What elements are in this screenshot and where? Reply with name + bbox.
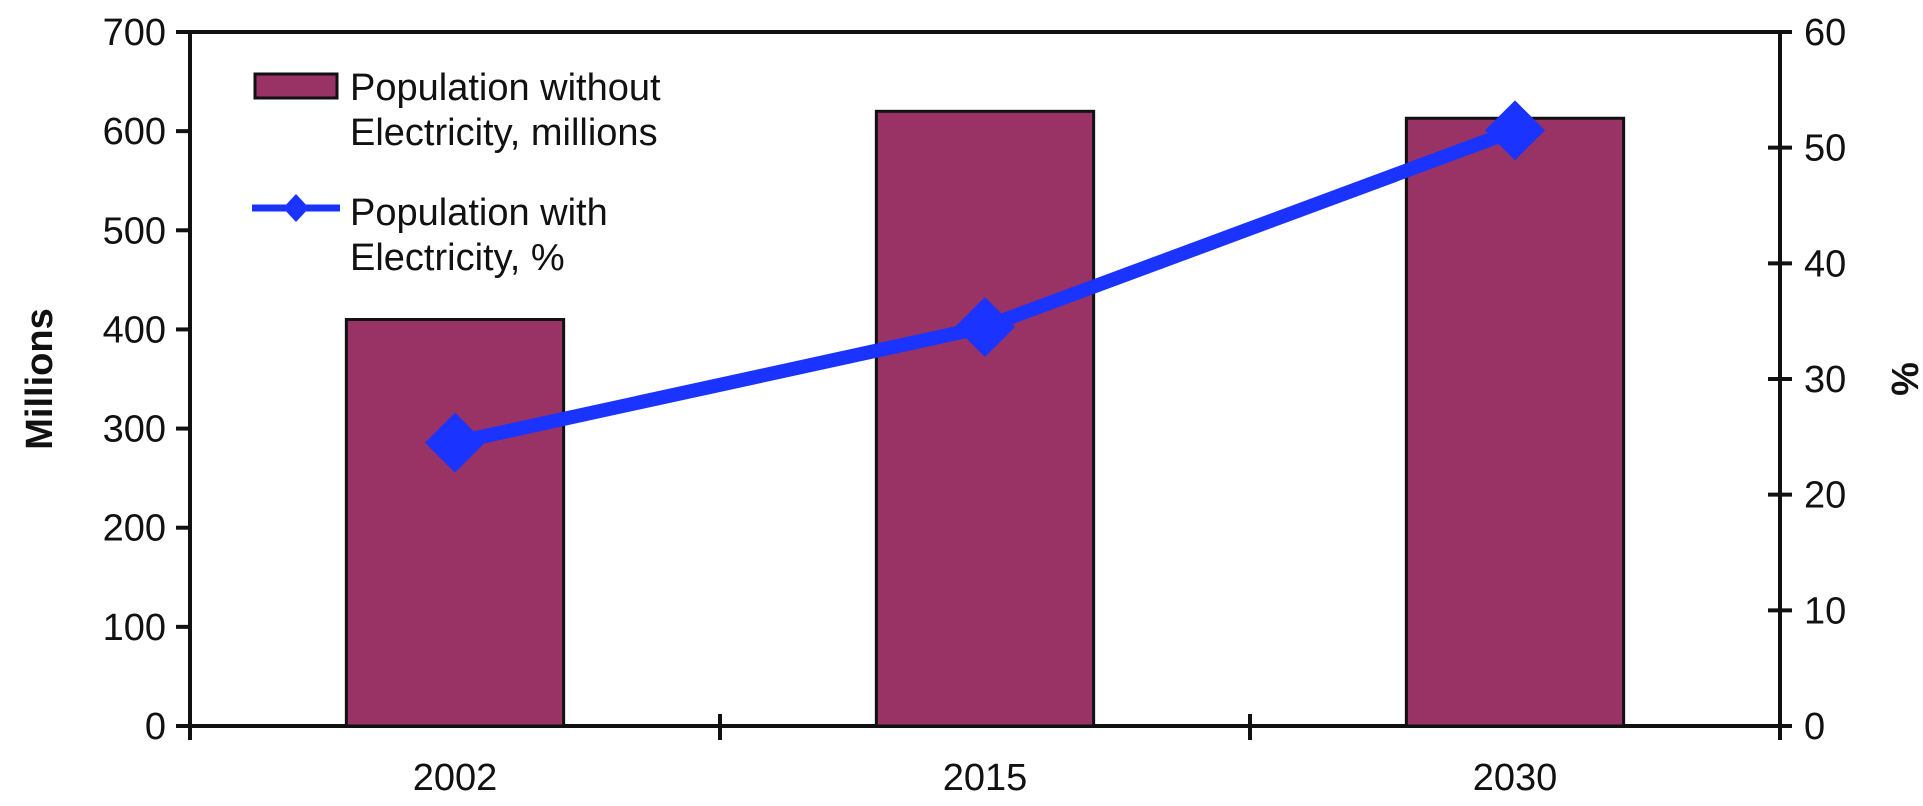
line-point-marker	[425, 412, 485, 473]
left-tick-label: 600	[103, 111, 166, 153]
bar-series	[344, 109, 1626, 728]
right-tick-label: 10	[1804, 590, 1846, 632]
x-tick-label: 2015	[943, 757, 1028, 799]
line-series	[425, 100, 1545, 473]
line-point-marker	[1485, 100, 1545, 161]
x-axis-ticks: 2002 2015 2030	[188, 714, 1782, 799]
left-tick-label: 0	[145, 706, 166, 748]
bar	[874, 109, 1096, 728]
legend-swatch-bar	[253, 72, 339, 100]
left-tick-label: 300	[103, 409, 166, 451]
right-axis-ticks: 0 10 20 30 40 50 60	[1768, 12, 1846, 748]
legend-label-bar-line2: Electricity, millions	[350, 112, 658, 154]
left-tick-label: 400	[103, 309, 166, 351]
legend: Population without Electricity, millions…	[252, 67, 661, 279]
right-tick-label: 30	[1804, 359, 1846, 401]
left-axis-title: Millions	[19, 308, 61, 449]
left-tick-label: 500	[103, 210, 166, 252]
left-tick-label: 200	[103, 508, 166, 550]
right-tick-label: 50	[1804, 128, 1846, 170]
bar	[344, 318, 566, 728]
right-tick-label: 0	[1804, 706, 1825, 748]
legend-label-line-line1: Population with	[350, 192, 608, 234]
legend-label-bar-line1: Population without	[350, 67, 661, 109]
left-tick-label: 100	[103, 607, 166, 649]
bar	[1404, 116, 1626, 728]
legend-swatch-marker	[283, 194, 309, 222]
left-tick-label: 700	[103, 12, 166, 54]
right-axis-title: %	[1883, 362, 1923, 396]
x-tick-label: 2030	[1473, 757, 1558, 799]
right-tick-label: 40	[1804, 243, 1846, 285]
right-tick-label: 60	[1804, 12, 1846, 54]
x-tick-label: 2002	[413, 757, 498, 799]
right-tick-label: 20	[1804, 475, 1846, 517]
legend-label-line-line2: Electricity, %	[350, 237, 565, 279]
left-axis-ticks: 0 100 200 300 400 500 600 700	[103, 12, 190, 748]
line-point-marker	[955, 296, 1015, 357]
